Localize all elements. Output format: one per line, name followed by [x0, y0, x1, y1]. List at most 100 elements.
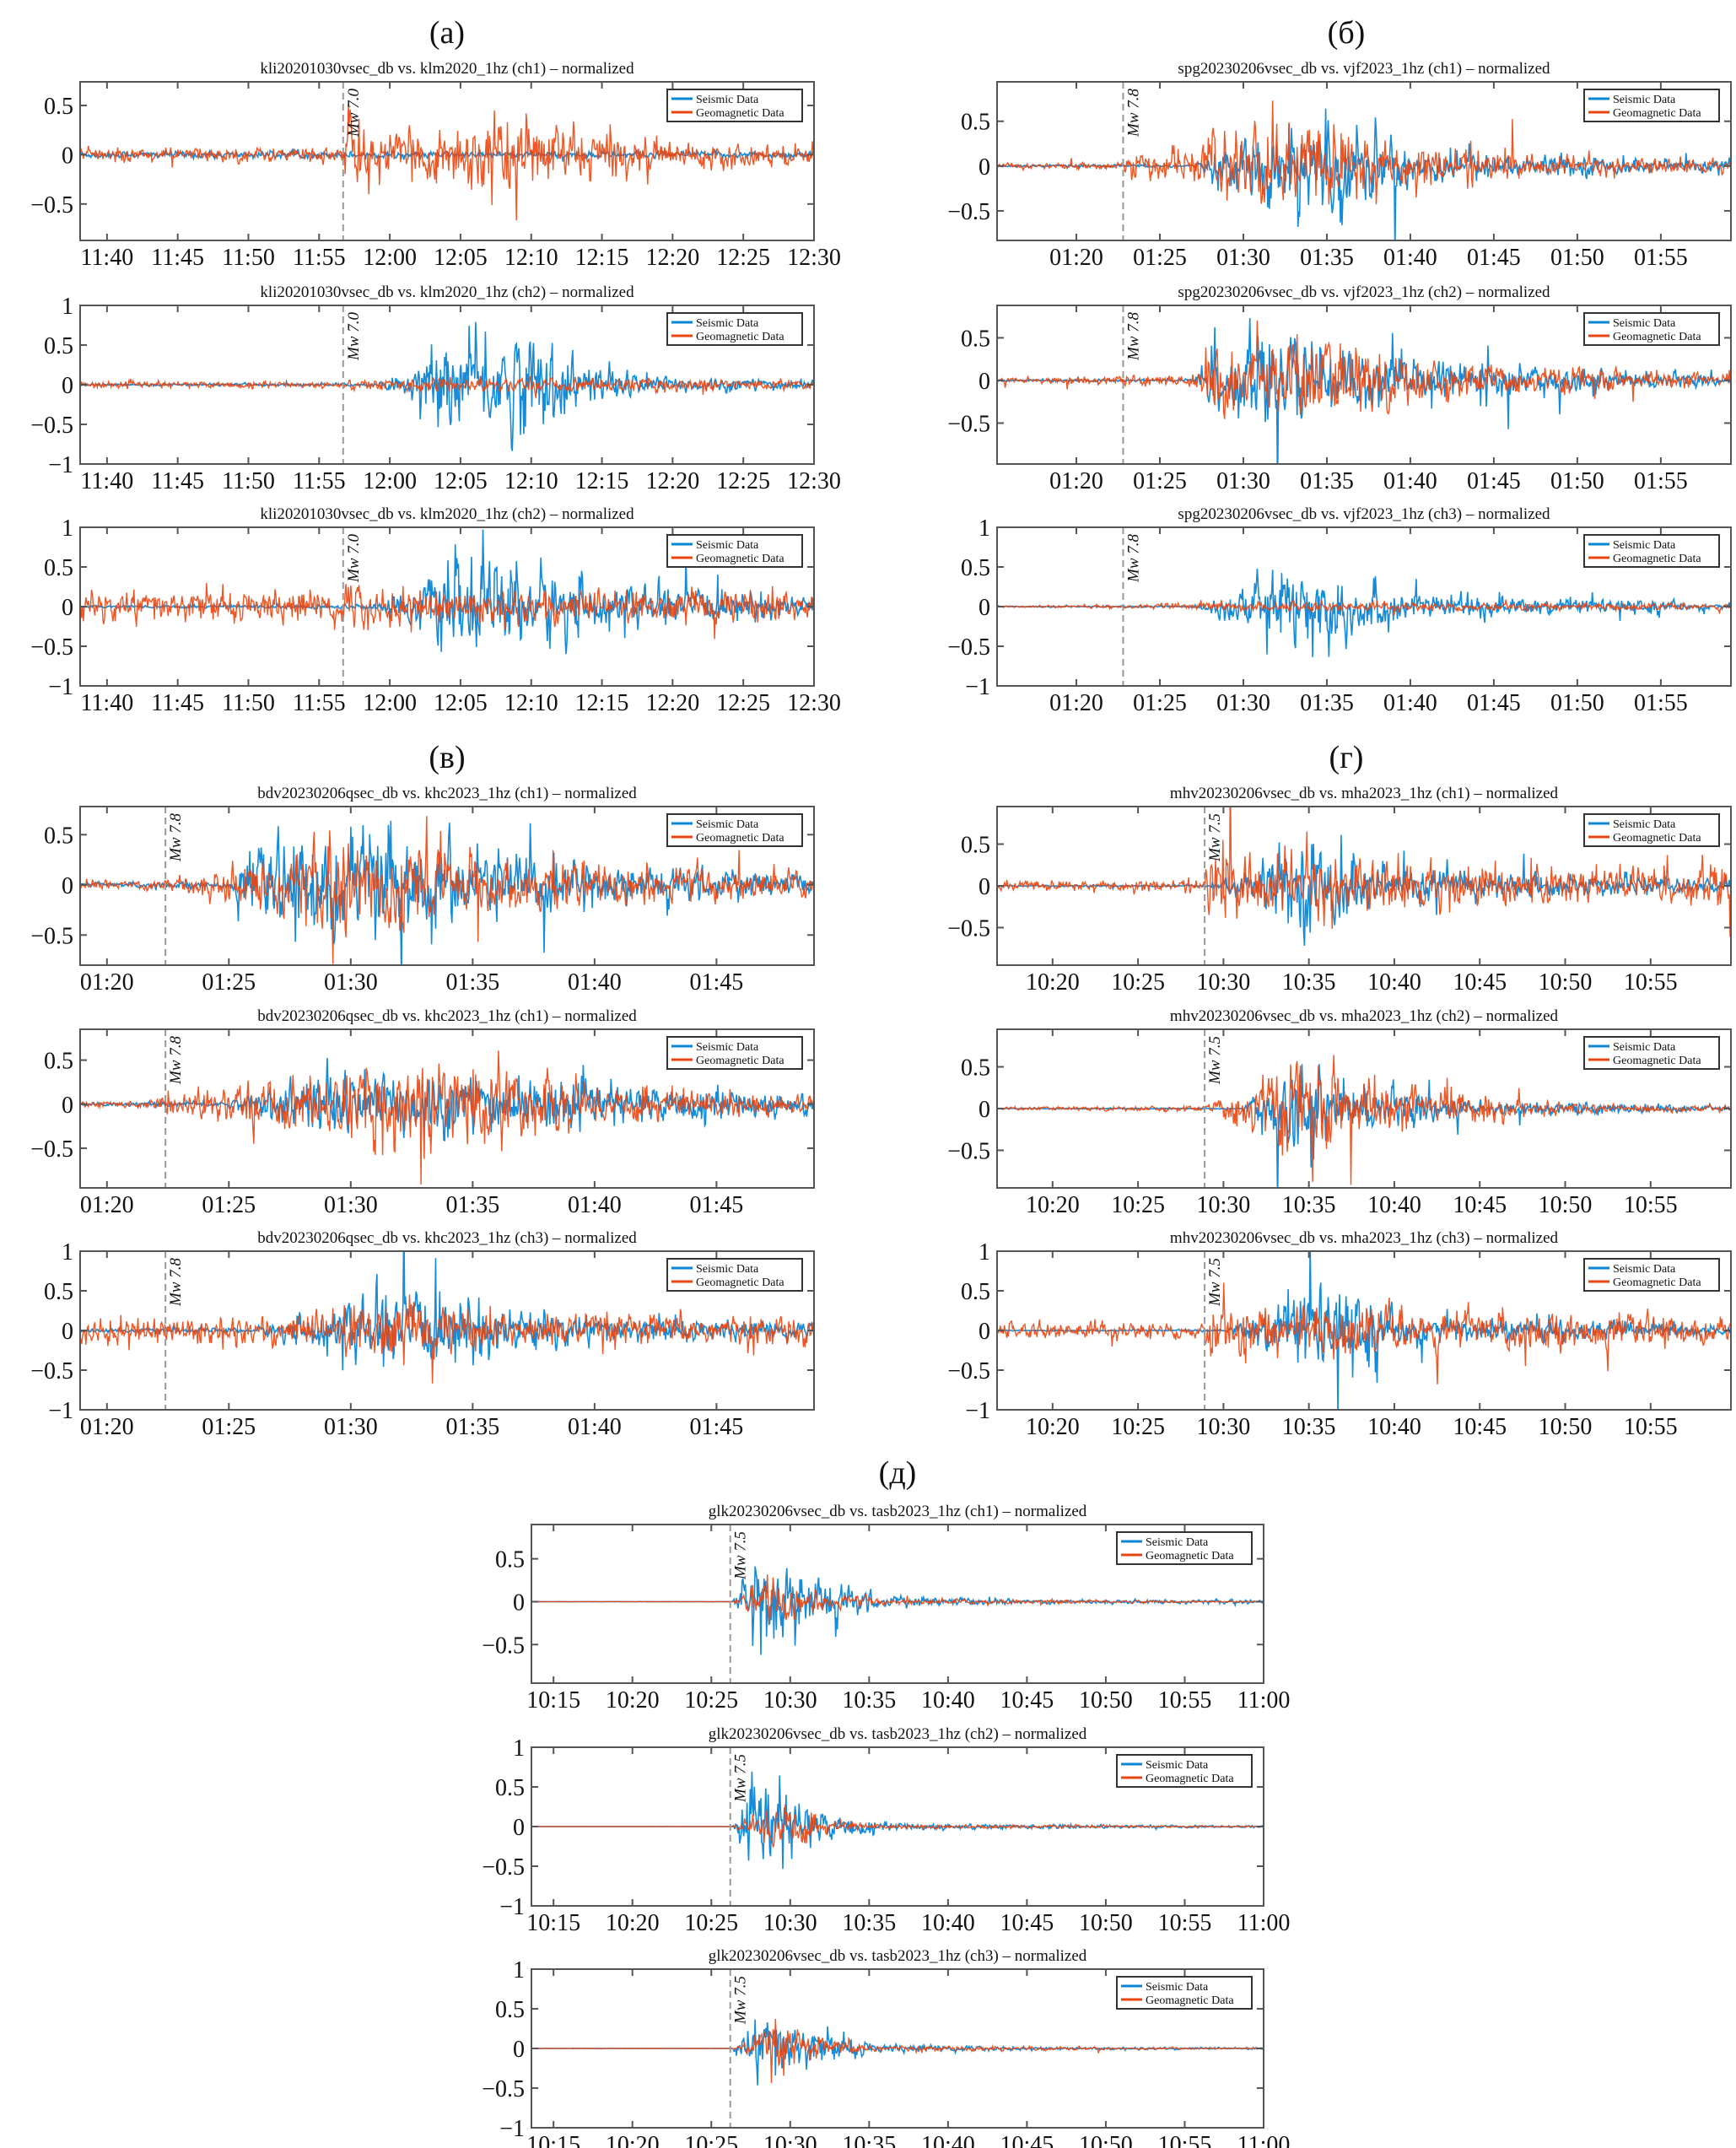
- panel-label: (д): [879, 1455, 917, 1491]
- y-tick-label: 0: [62, 1319, 73, 1345]
- x-tick-label: 10:55: [1158, 2132, 1212, 2148]
- x-tick-label: 12:20: [645, 245, 699, 271]
- x-tick-label: 01:45: [1467, 245, 1521, 271]
- x-tick-label: 01:30: [324, 969, 378, 996]
- x-tick-label: 10:40: [921, 1910, 975, 1936]
- subplot-title: mhv20230206vsec_db vs. mha2023_1hz (ch1)…: [1170, 785, 1559, 802]
- legend-entry: Seismic Data: [696, 539, 759, 552]
- legend-entry: Seismic Data: [1613, 1263, 1676, 1276]
- x-tick-label: 11:45: [151, 245, 204, 271]
- y-tick-label: 0: [979, 874, 990, 900]
- subplot-title: glk20230206vsec_db vs. tasb2023_1hz (ch3…: [709, 1947, 1087, 1965]
- x-tick-label: 01:25: [1133, 690, 1187, 716]
- x-tick-label: 10:55: [1624, 969, 1678, 996]
- x-tick-label: 10:35: [1282, 1192, 1336, 1218]
- y-tick-label: −0.5: [482, 2076, 525, 2102]
- legend-entry: Geomagnetic Data: [696, 553, 784, 565]
- x-tick-label: 01:55: [1634, 245, 1688, 271]
- geomagnetic-data-line: [80, 582, 814, 640]
- legend-entry: Seismic Data: [1613, 94, 1676, 106]
- x-tick-label: 01:45: [689, 1414, 743, 1440]
- x-tick-label: 01:20: [80, 1414, 134, 1440]
- legend-box: [666, 1036, 803, 1070]
- y-tick-label: 1: [513, 1957, 525, 1983]
- x-tick-label: 01:45: [689, 1192, 743, 1218]
- y-tick-label: 1: [62, 1239, 73, 1266]
- x-tick-label: 12:25: [716, 690, 770, 716]
- legend-entry: Geomagnetic Data: [696, 1055, 784, 1067]
- x-tick-label: 10:50: [1079, 2132, 1133, 2148]
- y-tick-label: −0.5: [30, 192, 73, 219]
- y-tick-label: −0.5: [482, 1854, 525, 1881]
- x-tick-label: 01:20: [1049, 690, 1103, 716]
- y-tick-label: −1: [48, 1398, 73, 1424]
- subplot-title: bdv20230206qsec_db vs. khc2023_1hz (ch1)…: [257, 785, 637, 802]
- event-label: Mw 7.8: [1124, 89, 1142, 138]
- x-tick-label: 10:50: [1079, 1687, 1133, 1714]
- subplot-title: glk20230206vsec_db vs. tasb2023_1hz (ch2…: [709, 1725, 1087, 1743]
- y-tick-label: 1: [979, 515, 990, 542]
- subplot-title: spg20230206vsec_db vs. vjf2023_1hz (ch2)…: [1178, 283, 1550, 301]
- event-label: Mw 7.5: [732, 1976, 750, 2025]
- y-tick-label: −0.5: [947, 1138, 990, 1164]
- subplot-title: kli20201030vsec_db vs. klm2020_1hz (ch2)…: [260, 505, 634, 523]
- x-tick-label: 01:35: [1300, 690, 1354, 716]
- plot-area: [997, 807, 1731, 946]
- x-tick-label: 10:20: [1026, 969, 1080, 996]
- y-tick-label: 0.5: [44, 823, 73, 849]
- geomagnetic-data-line: [80, 816, 814, 964]
- subplot: bdv20230206qsec_db vs. khc2023_1hz (ch1)…: [30, 785, 815, 996]
- legend-box: [666, 813, 803, 847]
- x-tick-label: 10:15: [526, 2132, 580, 2148]
- y-tick-label: 0: [979, 154, 990, 181]
- geomagnetic-data-line: [997, 1282, 1731, 1384]
- x-tick-label: 01:30: [324, 1414, 378, 1440]
- x-tick-label: 10:20: [606, 2132, 660, 2148]
- geomagnetic-data-line: [531, 1805, 1264, 1848]
- x-tick-label: 01:30: [1216, 690, 1270, 716]
- x-tick-label: 10:30: [763, 2132, 817, 2148]
- y-tick-label: −0.5: [30, 923, 73, 949]
- geomagnetic-data-line: [997, 599, 1731, 616]
- x-tick-label: 10:40: [1367, 1414, 1421, 1440]
- legend-box: [1583, 1036, 1720, 1070]
- x-tick-label: 10:30: [1197, 1414, 1251, 1440]
- subplot-title: kli20201030vsec_db vs. klm2020_1hz (ch2)…: [260, 283, 634, 301]
- plot-area: [80, 816, 814, 965]
- x-tick-label: 01:30: [1216, 468, 1270, 494]
- axes-frame: [531, 1524, 1264, 1684]
- event-label: Mw 7.8: [1124, 534, 1142, 584]
- legend-box: [1116, 1531, 1253, 1565]
- event-label: Mw 7.0: [345, 89, 363, 138]
- x-tick-label: 12:05: [434, 690, 488, 716]
- legend-box: [666, 89, 803, 122]
- y-tick-label: −1: [499, 2116, 525, 2142]
- x-tick-label: 10:40: [921, 2132, 975, 2148]
- y-tick-label: 0: [62, 595, 73, 621]
- seismic-data-line: [997, 834, 1731, 946]
- event-label: Mw 7.5: [1206, 1258, 1224, 1307]
- plot-area: [80, 321, 814, 451]
- subplot-title: glk20230206vsec_db vs. tasb2023_1hz (ch1…: [709, 1503, 1087, 1520]
- x-tick-label: 01:40: [1383, 690, 1437, 716]
- x-tick-label: 12:10: [504, 468, 558, 494]
- y-tick-label: 0.5: [961, 326, 990, 352]
- y-tick-label: 0.5: [44, 1279, 73, 1305]
- x-tick-label: 10:35: [842, 1687, 896, 1714]
- y-tick-label: 0: [513, 2037, 525, 2063]
- x-tick-label: 10:15: [526, 1687, 580, 1714]
- x-tick-label: 10:35: [1282, 969, 1336, 996]
- legend-box: [1583, 1258, 1720, 1292]
- y-tick-label: 0.5: [495, 1547, 525, 1573]
- legend-entry: Geomagnetic Data: [1613, 832, 1701, 845]
- subplot-title: spg20230206vsec_db vs. vjf2023_1hz (ch3)…: [1178, 505, 1550, 523]
- geomagnetic-data-line: [80, 1294, 814, 1384]
- x-tick-label: 12:05: [434, 245, 488, 271]
- x-tick-label: 11:40: [80, 690, 133, 716]
- y-tick-label: 0.5: [961, 555, 990, 581]
- subplot-title: bdv20230206qsec_db vs. khc2023_1hz (ch3)…: [257, 1229, 637, 1247]
- x-tick-label: 12:15: [575, 245, 629, 271]
